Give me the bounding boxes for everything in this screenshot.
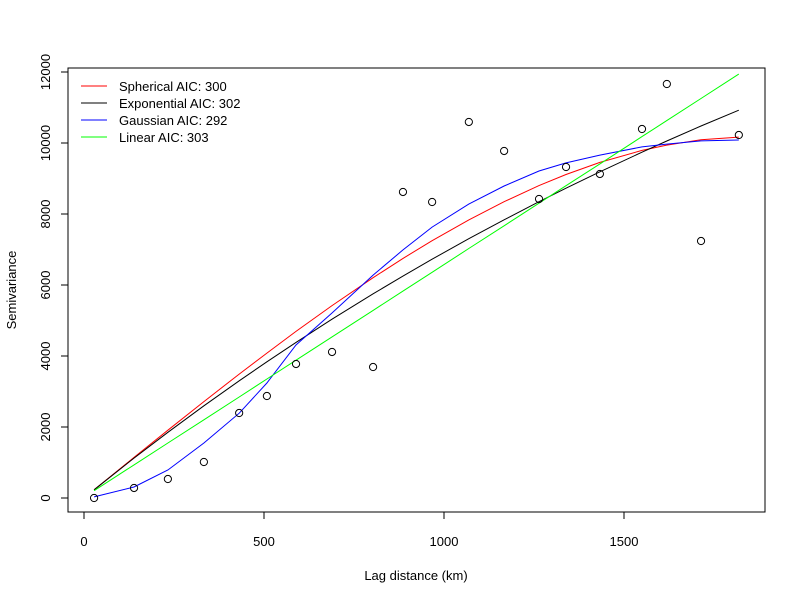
y-tick-label: 10000 <box>38 125 53 161</box>
data-point <box>89 493 99 503</box>
data-point <box>500 146 509 156</box>
points-layer <box>89 79 743 503</box>
data-point <box>534 194 544 204</box>
y-axis-label: Semivariance <box>4 251 19 330</box>
x-tick-label: 1500 <box>610 534 639 549</box>
data-point <box>235 408 244 418</box>
series-line-exponential <box>93 109 739 491</box>
y-tick-label: 2000 <box>38 413 53 442</box>
x-axis: 0 500 1000 1500 <box>80 511 639 549</box>
series-line-spherical <box>93 136 739 491</box>
series-layer <box>93 73 740 498</box>
data-point <box>464 117 473 127</box>
y-axis: 0 2000 4000 6000 8000 10000 12000 <box>38 54 69 502</box>
y-tick-label: 6000 <box>38 271 53 300</box>
x-tick-label: 0 <box>80 534 87 549</box>
data-point <box>163 474 172 484</box>
legend: Spherical AIC: 300 Exponential AIC: 302 Ga… <box>81 79 240 145</box>
data-point <box>637 124 647 134</box>
data-point <box>291 359 301 369</box>
data-point <box>368 362 378 372</box>
x-tick-label: 1000 <box>430 534 459 549</box>
y-tick-label: 12000 <box>38 54 53 90</box>
x-axis-label: Lag distance (km) <box>364 568 467 583</box>
legend-label: Exponential AIC: 302 <box>119 96 240 111</box>
data-point <box>595 169 604 179</box>
data-point <box>428 197 437 207</box>
x-tick-label: 500 <box>253 534 275 549</box>
legend-label: Spherical AIC: 300 <box>119 79 227 94</box>
data-point <box>327 347 337 357</box>
y-tick-label: 8000 <box>38 200 53 229</box>
series-line-linear <box>93 73 740 492</box>
data-point <box>199 457 208 467</box>
legend-label: Gaussian AIC: 292 <box>119 113 227 128</box>
data-point <box>662 79 671 89</box>
y-tick-label: 4000 <box>38 342 53 371</box>
data-point <box>398 187 408 197</box>
data-point <box>561 162 571 172</box>
legend-label: Linear AIC: 303 <box>119 130 209 145</box>
data-point <box>129 483 139 493</box>
data-point <box>262 391 271 401</box>
series-line-gaussian <box>93 139 739 498</box>
y-tick-label: 0 <box>38 494 53 501</box>
data-point <box>734 130 743 140</box>
data-point <box>696 236 706 246</box>
